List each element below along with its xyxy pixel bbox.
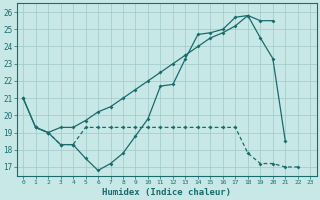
- X-axis label: Humidex (Indice chaleur): Humidex (Indice chaleur): [102, 188, 231, 197]
